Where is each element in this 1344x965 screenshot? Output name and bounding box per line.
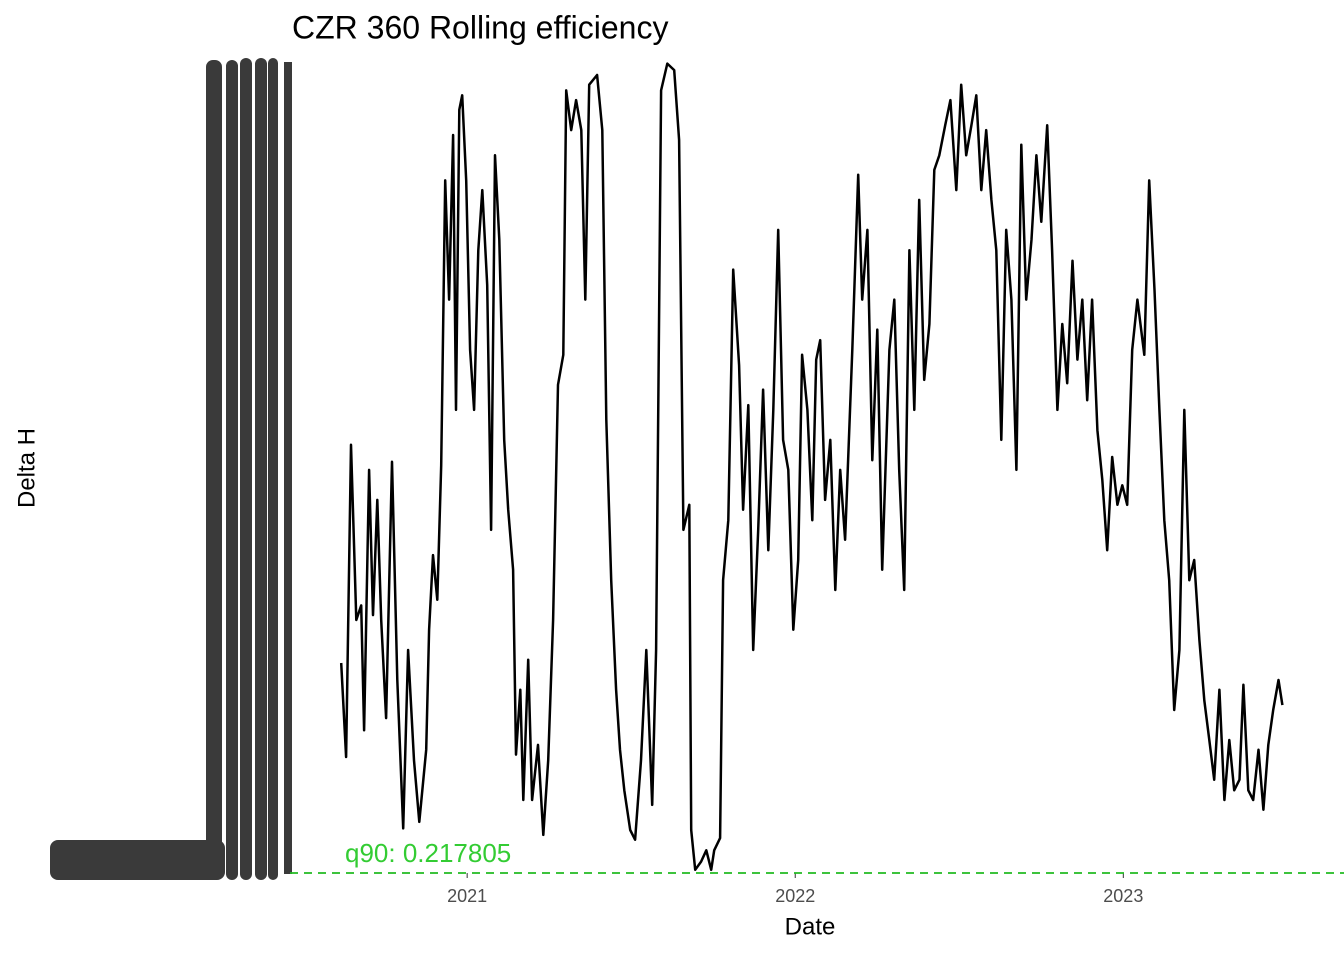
data-line: [339, 62, 1284, 872]
annotation: q90: 0.217805: [345, 838, 511, 868]
x-tick-label: 2021: [447, 886, 487, 906]
overplotted-y-labels: [50, 58, 292, 880]
x-tick-label: 2023: [1103, 886, 1143, 906]
x-tick-label: 2022: [775, 886, 815, 906]
y-axis-label: Delta H: [13, 428, 40, 508]
chart-title: CZR 360 Rolling efficiency: [292, 9, 668, 45]
x-axis-label: Date: [785, 913, 836, 940]
